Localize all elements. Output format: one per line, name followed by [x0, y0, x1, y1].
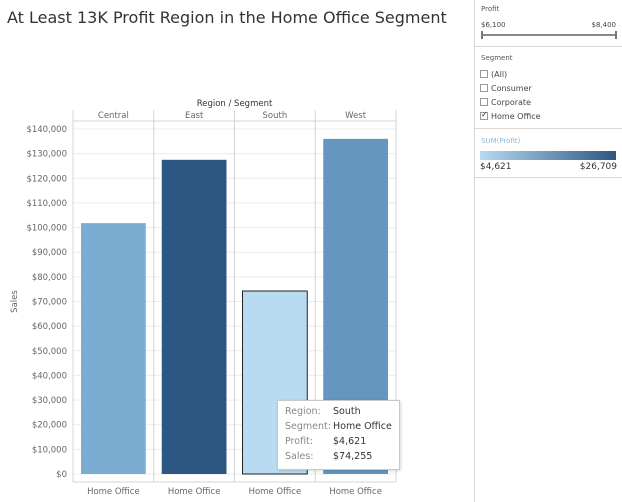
category-label: Home Office [329, 487, 382, 497]
region-label: Central [98, 111, 129, 121]
category-label: Home Office [87, 487, 140, 497]
profit-filter-title: Profit [481, 5, 500, 13]
segment-option-home-office[interactable]: Home Office [480, 110, 541, 122]
y-tick-label: $100,000 [26, 224, 67, 234]
profit-min-value: $6,100 [481, 21, 506, 29]
y-tick-label: $20,000 [32, 421, 67, 431]
y-tick-label: $90,000 [32, 248, 67, 258]
tooltip-row-sales: Sales: $74,255 [285, 451, 372, 465]
y-tick-label: $10,000 [32, 445, 67, 455]
y-tick-label: $50,000 [32, 347, 67, 357]
legend-title: SUM(Profit) [481, 137, 521, 145]
y-tick-label: $40,000 [32, 371, 67, 381]
tooltip-value: Home Office [333, 421, 392, 432]
sidebar-divider [474, 0, 475, 502]
y-tick-label: $60,000 [32, 322, 67, 332]
bar-tooltip: Region: South Segment: Home Office Profi… [277, 400, 400, 470]
region-label: South [263, 111, 288, 121]
segment-option-label: Consumer [491, 83, 532, 93]
checkbox-icon[interactable] [480, 84, 488, 92]
y-tick-label: $110,000 [26, 199, 67, 209]
legend-gradient-bar [480, 151, 616, 160]
segment-option-consumer[interactable]: Consumer [480, 82, 532, 94]
profit-slider-max-handle[interactable] [615, 31, 617, 39]
y-tick-label: $140,000 [26, 125, 67, 135]
segment-option-corporate[interactable]: Corporate [480, 96, 531, 108]
segment-filter-card: Segment (All) Consumer Corporate Home Of… [475, 47, 622, 127]
tooltip-row-segment: Segment: Home Office [285, 421, 392, 435]
segment-filter-title: Segment [481, 54, 513, 62]
tooltip-key: Profit: [285, 436, 313, 447]
checkbox-icon[interactable] [480, 70, 488, 78]
profit-slider-fill [481, 34, 617, 36]
card-divider [475, 128, 622, 129]
tooltip-key: Segment: [285, 421, 331, 432]
tooltip-key: Sales: [285, 451, 314, 462]
profit-filter-card: Profit $6,100 $8,400 [475, 0, 622, 45]
tooltip-value: $4,621 [333, 436, 367, 447]
tooltip-row-region: Region: South [285, 406, 361, 420]
tooltip-value: South [333, 406, 361, 417]
category-label: Home Office [249, 487, 302, 497]
filter-sidebar: Profit $6,100 $8,400 Segment (All) Consu… [475, 0, 622, 502]
chart-title: At Least 13K Profit Region in the Home O… [7, 8, 447, 27]
profit-max-value: $8,400 [591, 21, 617, 29]
card-divider [475, 177, 622, 178]
y-tick-label: $30,000 [32, 396, 67, 406]
y-tick-label: $70,000 [32, 298, 67, 308]
segment-option-all[interactable]: (All) [480, 68, 507, 80]
y-tick-label: $80,000 [32, 273, 67, 283]
profit-color-legend: SUM(Profit) [475, 129, 622, 177]
bar[interactable] [81, 223, 146, 474]
legend-max-label: $26,709 [579, 162, 617, 172]
card-divider [475, 46, 622, 47]
segment-option-label: Corporate [491, 97, 531, 107]
column-header-title: Region / Segment [197, 99, 273, 109]
legend-min-label: $4,621 [480, 162, 512, 172]
segment-option-label: (All) [491, 69, 508, 79]
category-label: Home Office [168, 487, 221, 497]
tooltip-value: $74,255 [333, 451, 373, 462]
checkbox-icon[interactable] [480, 98, 488, 106]
y-tick-label: $120,000 [26, 174, 67, 184]
region-label: East [185, 111, 204, 121]
segment-option-label: Home Office [491, 111, 541, 121]
bar[interactable] [161, 159, 227, 474]
checkbox-icon[interactable] [480, 110, 488, 120]
tooltip-key: Region: [285, 406, 321, 417]
profit-slider-min-handle[interactable] [481, 31, 483, 39]
region-label: West [345, 111, 367, 121]
tooltip-row-profit: Profit: $4,621 [285, 436, 366, 450]
y-tick-label: $0 [56, 470, 67, 480]
y-axis-title: Sales [10, 290, 20, 313]
y-tick-label: $130,000 [26, 150, 67, 160]
bar-chart: $0 $10,000 $20,000 $30,000 $40,000 $50,000 $60… [10, 99, 397, 497]
